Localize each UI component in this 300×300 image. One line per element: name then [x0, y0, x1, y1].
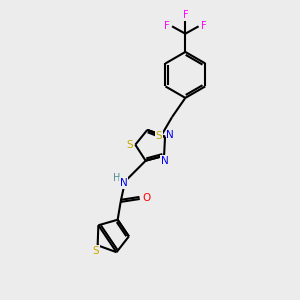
Text: H: H: [113, 173, 121, 183]
Text: S: S: [155, 131, 162, 141]
Text: N: N: [120, 178, 128, 188]
Text: S: S: [127, 140, 133, 150]
Text: F: F: [201, 21, 207, 31]
Text: F: F: [164, 21, 170, 31]
Text: O: O: [142, 194, 150, 203]
Text: S: S: [93, 246, 100, 256]
Text: F: F: [182, 10, 188, 20]
Text: N: N: [167, 130, 174, 140]
Text: N: N: [161, 156, 169, 166]
